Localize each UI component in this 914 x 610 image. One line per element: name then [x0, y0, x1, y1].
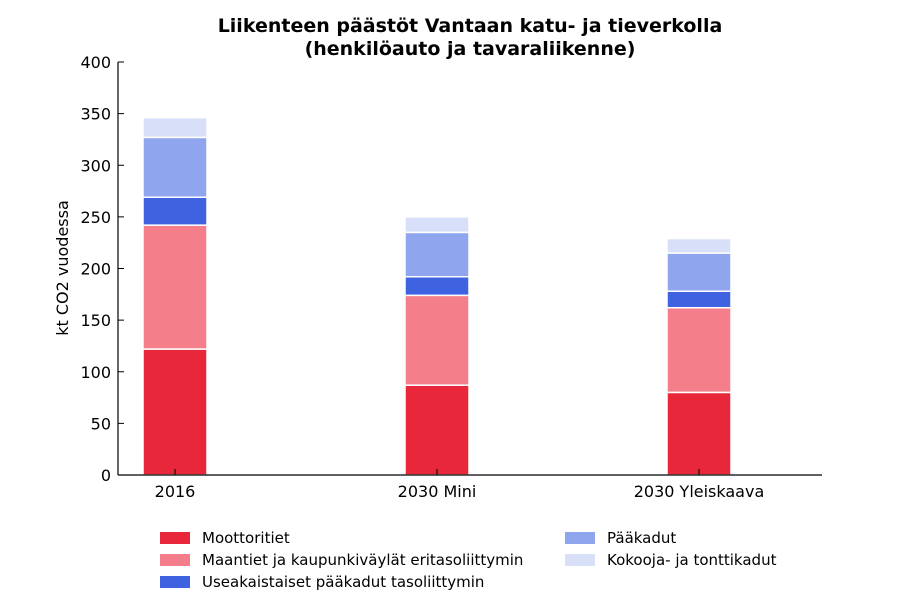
y-axis-label: kt CO2 vuodessa: [53, 200, 72, 336]
bar-segment: [142, 348, 208, 476]
legend-label: Moottoritiet: [202, 529, 290, 547]
y-tick-label: 200: [80, 260, 111, 279]
y-tick-label: 150: [80, 311, 111, 330]
plot-area: 0 50 100 150 200 250 300 350 400 2016 2030 Mini 203…: [80, 53, 822, 501]
legend-swatch: [565, 554, 595, 566]
y-tick-label: 50: [91, 414, 111, 433]
x-tick-label: 2030 Yleiskaava: [634, 482, 765, 501]
y-tick-label: 0: [101, 466, 111, 485]
chart-subtitle: (henkilöauto ja tavaraliikenne): [305, 38, 636, 60]
legend-swatch: [160, 554, 190, 566]
y-tick-label: 350: [80, 105, 111, 124]
y-tick-label: 400: [80, 53, 111, 72]
chart-title: Liikenteen päästöt Vantaan katu- ja tiev…: [218, 15, 723, 37]
legend-label: Kokooja- ja tonttikadut: [607, 551, 777, 569]
legend-label: Pääkadut: [607, 529, 676, 547]
bar-segment: [142, 224, 208, 350]
bar-segment: [404, 384, 470, 476]
bar-segment: [404, 294, 470, 386]
bar-segment: [666, 290, 732, 309]
legend-label: Useakaistaiset pääkadut tasoliittymin: [202, 573, 484, 591]
bar-segment: [666, 306, 732, 394]
bar-segment: [666, 252, 732, 292]
x-tick-label: 2030 Mini: [398, 482, 477, 501]
bar-segment: [666, 391, 732, 476]
legend-swatch: [160, 576, 190, 588]
bar-segment: [666, 237, 732, 254]
legend-swatch: [160, 532, 190, 544]
bar-segment: [404, 276, 470, 297]
y-tick-label: 300: [80, 156, 111, 175]
legend-label: Maantiet ja kaupunkiväylät eritasoliitty…: [202, 551, 523, 569]
bar-segment: [142, 136, 208, 199]
bar-segment: [404, 216, 470, 234]
legend-swatch: [565, 532, 595, 544]
y-tick-label: 100: [80, 363, 111, 382]
bar-segment: [142, 196, 208, 226]
bar-segment: [142, 117, 208, 139]
y-tick-label: 250: [80, 208, 111, 227]
x-tick-label: 2016: [155, 482, 196, 501]
legend: Moottoritiet Maantiet ja kaupunkiväylät e…: [160, 529, 777, 591]
bar-segment: [404, 231, 470, 278]
